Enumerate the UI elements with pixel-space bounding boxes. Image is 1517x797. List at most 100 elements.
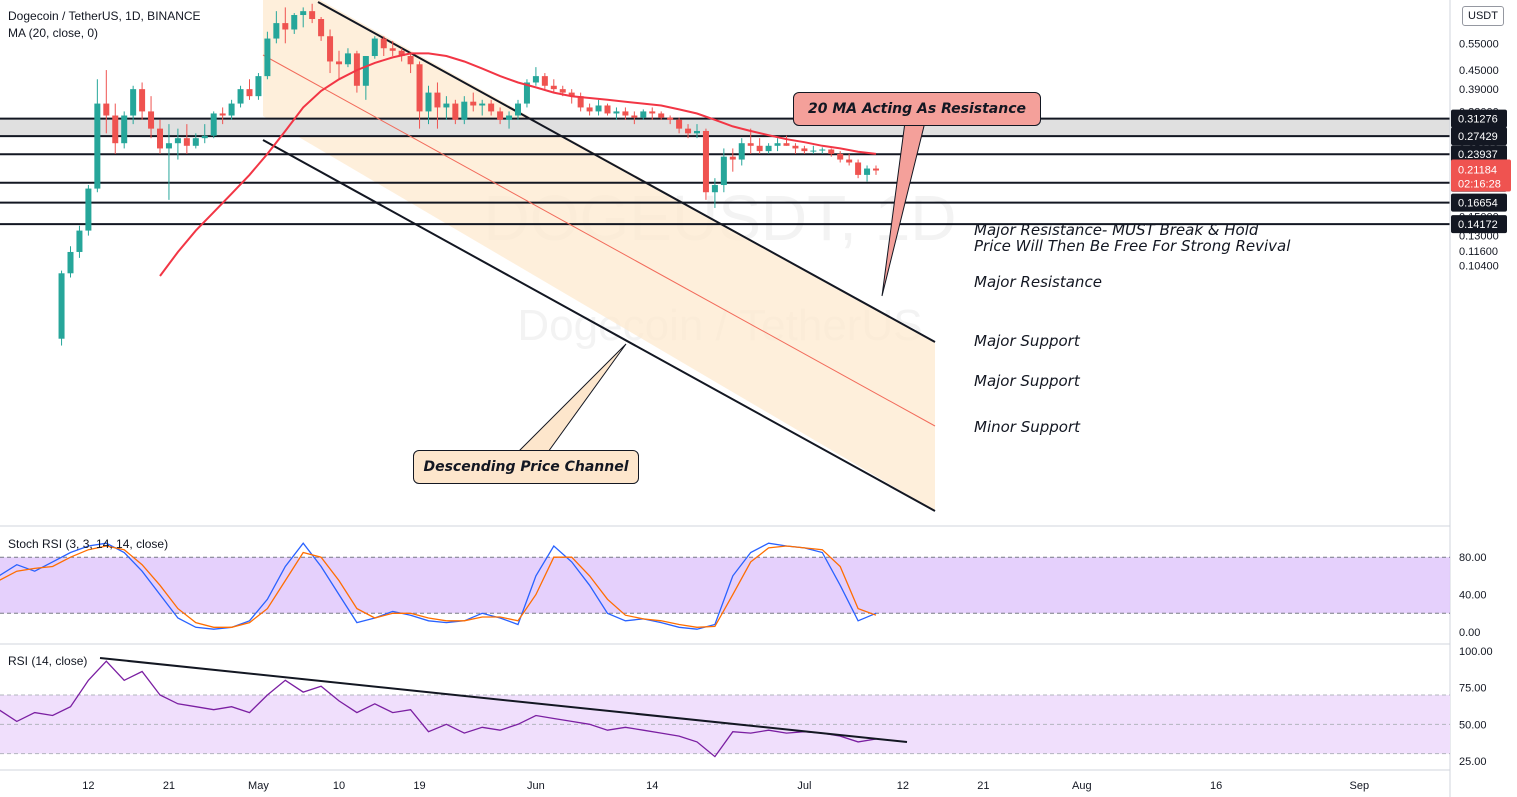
stoch-tick-label: 0.00 [1459, 627, 1480, 639]
price-axis[interactable]: 0.550000.450000.390000.330000.290000.250… [1451, 38, 1511, 768]
rsi-line [0, 660, 877, 758]
candle [622, 107, 629, 120]
candle-body [523, 82, 530, 104]
candle [676, 117, 683, 134]
candle-body [828, 149, 835, 154]
candle [327, 29, 334, 74]
candle-body [103, 103, 110, 116]
candle [783, 135, 790, 146]
zone-label-line2: Price Will Then Be Free For Strong Reviv… [974, 237, 1291, 255]
time-tick-label: Aug [1072, 780, 1092, 792]
candle-body [318, 19, 325, 37]
ma-legend: MA (20, close, 0) [8, 26, 99, 40]
price-tick-label: 0.13000 [1459, 231, 1499, 243]
currency-button[interactable]: USDT [1462, 6, 1504, 26]
candle [577, 92, 584, 112]
price-tick-label: 0.39000 [1459, 84, 1499, 96]
candle-body [541, 76, 548, 86]
price-tick-label: 0.10400 [1459, 260, 1499, 272]
candle-body [407, 56, 414, 65]
candle [532, 67, 539, 86]
candle [183, 124, 190, 154]
level-price-bg [1451, 127, 1507, 146]
candle [336, 50, 342, 80]
candle [380, 36, 387, 57]
candle [497, 107, 504, 125]
candle [658, 111, 665, 120]
candle [541, 73, 548, 90]
candle-body [506, 115, 513, 120]
level-price-bg [1451, 109, 1507, 128]
candle [148, 96, 155, 139]
candle-body [148, 111, 155, 129]
candle [810, 145, 817, 154]
channel-callout-pointer [516, 343, 627, 453]
rsi-tick-label: 75.00 [1459, 683, 1487, 695]
time-tick-label: 21 [163, 780, 175, 792]
candle [792, 143, 799, 154]
candle [846, 153, 853, 166]
candle-body [246, 89, 253, 97]
time-tick-label: 16 [1210, 780, 1222, 792]
candle [586, 103, 593, 116]
candle-body [783, 143, 790, 146]
candle [174, 128, 181, 160]
level-price-label: 0.23937 [1451, 145, 1507, 164]
channel-callout: Descending Price Channel [413, 450, 639, 484]
candle [121, 111, 128, 149]
time-tick-label: 21 [977, 780, 989, 792]
candle [407, 53, 414, 74]
stoch-k-line [0, 542, 877, 630]
time-tick-label: Jul [797, 780, 811, 792]
stoch-band [0, 557, 1450, 614]
candle-body [559, 89, 566, 93]
candle-body [139, 89, 146, 112]
candle [506, 111, 513, 129]
candle-body [264, 38, 271, 77]
time-tick-label: 10 [333, 780, 345, 792]
price-tick-label: 0.45000 [1459, 65, 1499, 77]
candle-body [667, 117, 674, 120]
candle-body [157, 128, 163, 149]
candle [192, 133, 199, 149]
candle-body [174, 138, 181, 144]
candle-body [362, 56, 369, 86]
candle-body [67, 251, 74, 274]
candle-body [658, 113, 665, 118]
level-price-text: 0.16654 [1458, 198, 1498, 210]
candle-body [273, 23, 280, 39]
candle-body [255, 76, 262, 97]
channel-lower-line [262, 139, 936, 512]
candle [219, 107, 226, 125]
last-price-bg [1451, 159, 1511, 192]
candle [702, 128, 709, 200]
candle [837, 151, 844, 163]
candle-body [327, 36, 334, 62]
candle [362, 56, 369, 100]
major-resistance-label: Major Resistance [974, 273, 1102, 291]
candle-body [336, 61, 342, 65]
candle [461, 96, 468, 125]
candle-body [479, 103, 486, 106]
candle [720, 148, 727, 193]
level-price-text: 0.23937 [1458, 149, 1498, 161]
stoch-d-line [0, 545, 877, 628]
candle-body [443, 103, 450, 108]
candle-body [604, 105, 611, 114]
candle [273, 11, 280, 44]
major-support-label: Major Support [974, 332, 1080, 350]
minor-support-label: Minor Support [974, 418, 1081, 436]
candle [371, 36, 378, 59]
candle-body [228, 103, 235, 116]
time-tick-label: Jun [527, 780, 545, 792]
candle-body [291, 15, 298, 30]
time-axis[interactable]: 12 21 May 10 19 Jun 14 Jul 12 21 Aug 16 Sep [82, 780, 1369, 792]
candle [210, 111, 217, 139]
candle [112, 103, 119, 154]
candle-body [130, 89, 137, 116]
time-tick-label: 12 [82, 780, 94, 792]
candle-body [112, 115, 119, 144]
candle [237, 85, 244, 108]
level-price-bg [1451, 215, 1507, 234]
